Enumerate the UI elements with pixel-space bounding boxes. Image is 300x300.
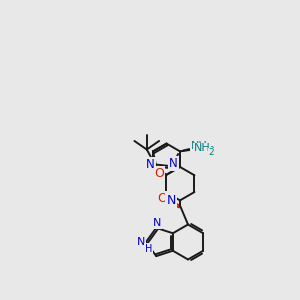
Text: N: N — [166, 194, 176, 207]
Text: 2: 2 — [208, 148, 214, 157]
Text: O: O — [154, 167, 164, 180]
Text: N: N — [137, 237, 145, 247]
Text: 2: 2 — [208, 146, 214, 155]
Text: N: N — [146, 158, 154, 171]
Text: O: O — [158, 192, 168, 205]
Text: N: N — [153, 218, 161, 228]
Text: H: H — [145, 244, 153, 254]
Text: NH: NH — [194, 143, 211, 154]
Text: N: N — [169, 157, 178, 170]
Text: NH: NH — [190, 141, 207, 152]
